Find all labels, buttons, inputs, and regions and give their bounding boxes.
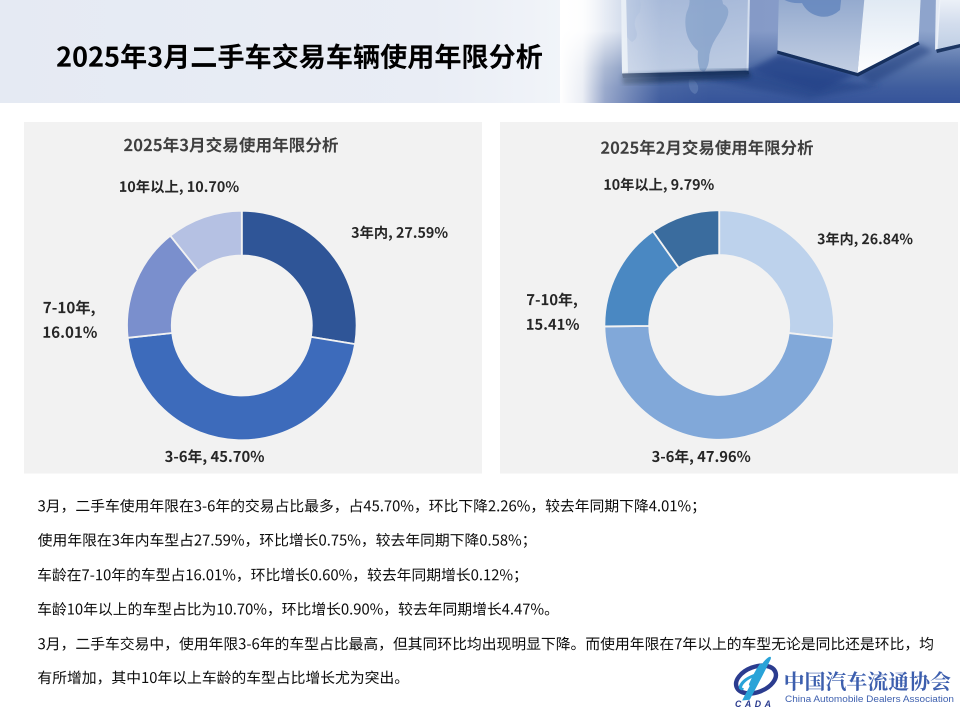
svg-text:China Automobile Dealers Assoc: China Automobile Dealers Association xyxy=(785,694,954,705)
